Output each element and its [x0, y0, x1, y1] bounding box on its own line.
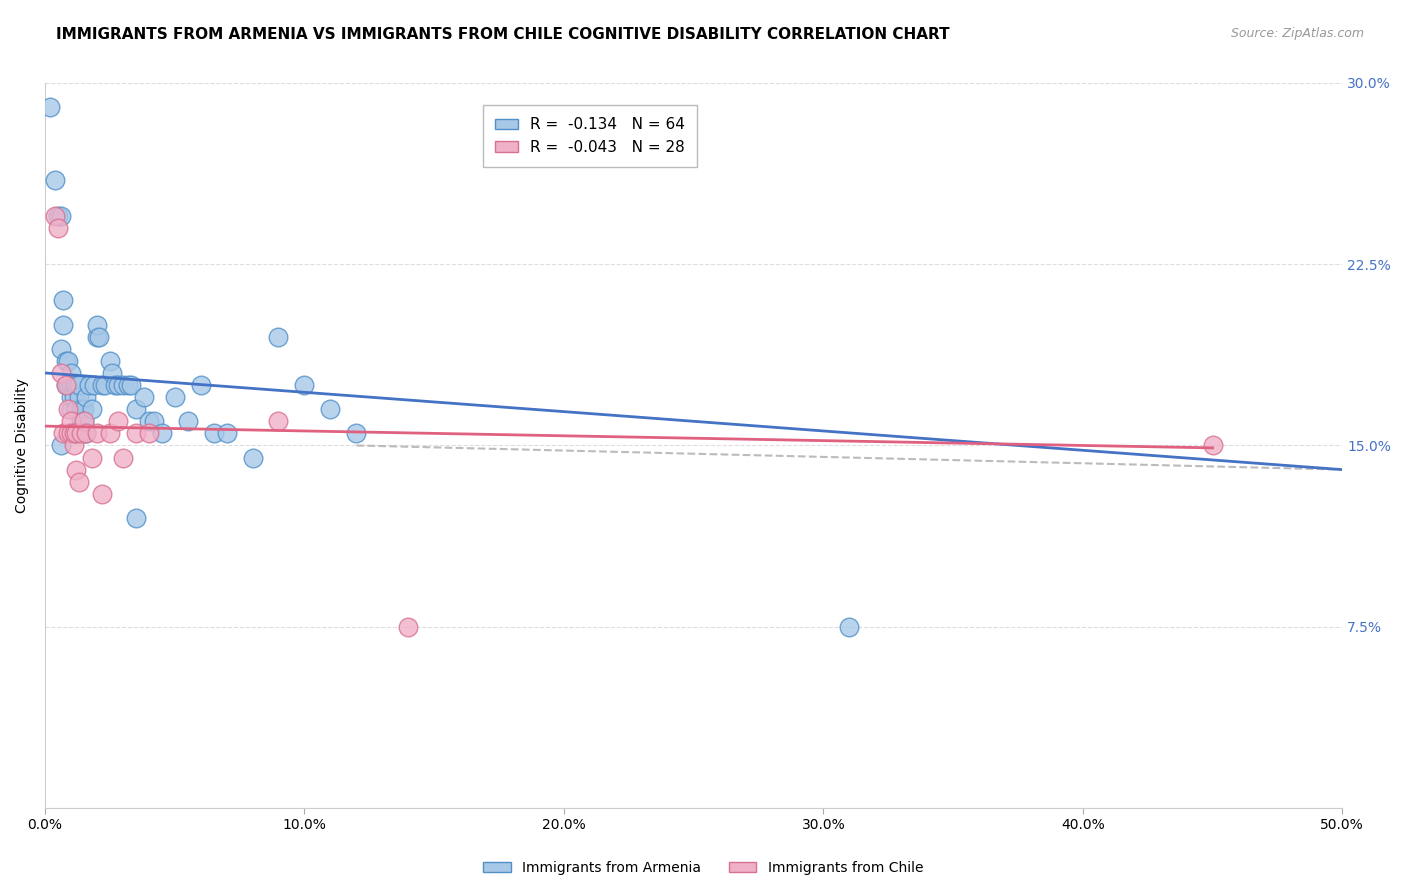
Point [132, 390, 155, 404]
Point [98, 426, 121, 441]
Point [58, 378, 80, 392]
Point [70, 402, 93, 417]
Point [46, 221, 69, 235]
Legend: Immigrants from Armenia, Immigrants from Chile: Immigrants from Armenia, Immigrants from… [478, 855, 928, 880]
Point [58, 402, 80, 417]
Point [242, 450, 264, 465]
Point [98, 354, 121, 368]
Point [59, 426, 82, 441]
Point [73, 402, 96, 417]
Point [176, 414, 198, 428]
Point [49, 342, 72, 356]
Point [67, 426, 90, 441]
Point [111, 378, 134, 392]
Point [49, 438, 72, 452]
Point [125, 402, 148, 417]
Point [89, 329, 111, 343]
Point [86, 426, 108, 441]
Point [62, 426, 84, 441]
Point [58, 354, 80, 368]
Point [107, 378, 129, 392]
Point [73, 414, 96, 428]
Point [267, 414, 290, 428]
Point [142, 414, 165, 428]
Point [52, 318, 75, 332]
Point [76, 426, 98, 441]
Point [117, 378, 139, 392]
Point [86, 318, 108, 332]
Text: Source: ZipAtlas.com: Source: ZipAtlas.com [1230, 27, 1364, 40]
Point [138, 426, 160, 441]
Point [65, 378, 87, 392]
Point [58, 378, 80, 392]
Point [319, 402, 342, 417]
Point [49, 366, 72, 380]
Point [125, 426, 148, 441]
Point [62, 438, 84, 452]
Point [44, 172, 66, 186]
Point [294, 378, 316, 392]
Point [107, 414, 129, 428]
Point [70, 414, 93, 428]
Point [190, 378, 212, 392]
Point [49, 209, 72, 223]
Point [52, 426, 75, 441]
Point [267, 329, 290, 343]
Point [52, 293, 75, 308]
Point [101, 366, 124, 380]
Point [91, 487, 114, 501]
Y-axis label: Cognitive Disability: Cognitive Disability [15, 378, 30, 513]
Point [65, 462, 87, 476]
Point [59, 366, 82, 380]
Point [67, 378, 90, 392]
Point [138, 414, 160, 428]
Point [67, 475, 90, 489]
Point [344, 426, 367, 441]
Point [86, 329, 108, 343]
Point [73, 414, 96, 428]
Point [91, 378, 114, 392]
Point [150, 426, 173, 441]
Point [838, 620, 860, 634]
Point [46, 209, 69, 223]
Point [104, 378, 127, 392]
Point [65, 426, 87, 441]
Point [62, 378, 84, 392]
Point [59, 414, 82, 428]
Point [111, 450, 134, 465]
Point [73, 426, 96, 441]
Point [67, 390, 90, 404]
Legend: R =  -0.134   N = 64, R =  -0.043   N = 28: R = -0.134 N = 64, R = -0.043 N = 28 [482, 105, 697, 167]
Point [215, 426, 238, 441]
Point [55, 354, 77, 368]
Point [76, 390, 98, 404]
Point [55, 378, 77, 392]
Point [62, 390, 84, 404]
Point [70, 426, 93, 441]
Point [59, 390, 82, 404]
Point [55, 378, 77, 392]
Point [1201, 438, 1223, 452]
Point [65, 402, 87, 417]
Point [396, 620, 419, 634]
Point [39, 100, 62, 114]
Point [59, 378, 82, 392]
Point [44, 209, 66, 223]
Point [76, 426, 98, 441]
Point [80, 450, 103, 465]
Point [80, 402, 103, 417]
Point [59, 402, 82, 417]
Text: IMMIGRANTS FROM ARMENIA VS IMMIGRANTS FROM CHILE COGNITIVE DISABILITY CORRELATIO: IMMIGRANTS FROM ARMENIA VS IMMIGRANTS FR… [56, 27, 950, 42]
Point [163, 390, 186, 404]
Point [65, 426, 87, 441]
Point [83, 378, 105, 392]
Point [120, 378, 142, 392]
Point [125, 511, 148, 525]
Point [202, 426, 225, 441]
Point [93, 378, 115, 392]
Point [58, 426, 80, 441]
Point [77, 378, 100, 392]
